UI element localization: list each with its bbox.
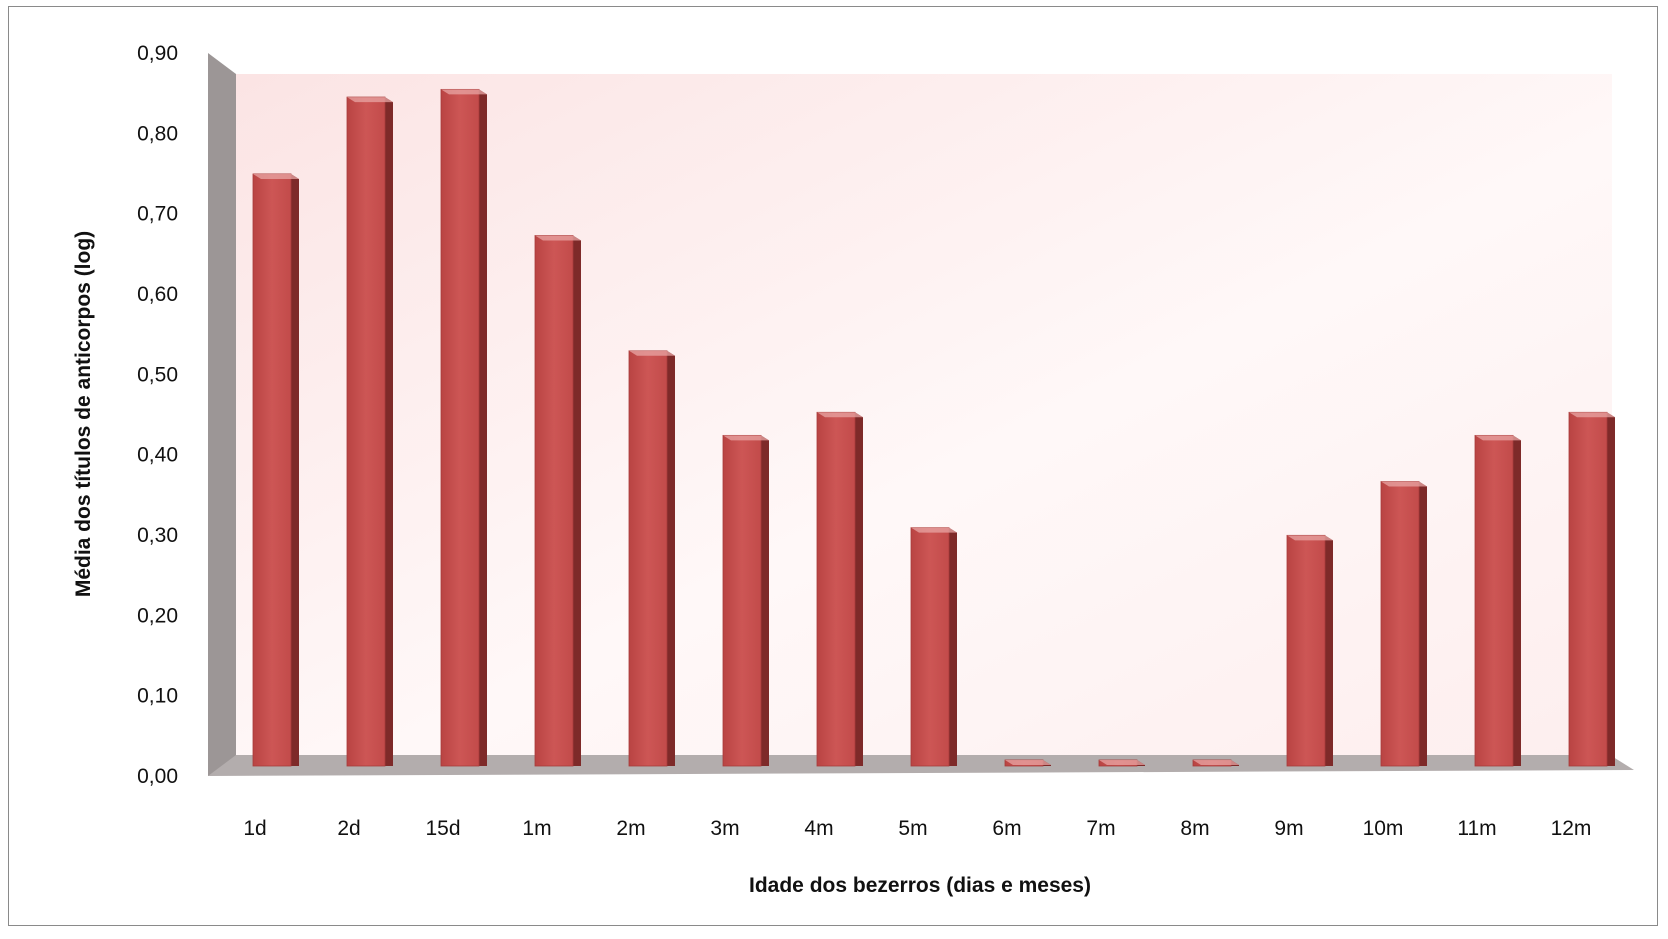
bar-front [910,527,950,767]
bar-10m [1380,481,1427,767]
bar-12m [1568,411,1615,767]
y-tick-label: 0,10 [137,685,178,708]
bar-front [1286,534,1326,767]
y-tick-label: 0,20 [137,604,178,627]
bar-top [911,527,957,533]
bar-5m [910,527,957,767]
x-tick-label: 1d [243,817,266,840]
bar-2d [346,96,393,767]
y-tick-label: 0,30 [137,524,178,547]
y-tick-label: 0,90 [137,42,178,65]
bar-top [629,350,675,356]
bar-front [1380,481,1420,767]
bar-side [1513,435,1521,766]
bar-top [347,97,393,103]
x-tick-label: 10m [1363,817,1404,840]
x-tick-label: 9m [1274,817,1303,840]
bar-side [1607,412,1615,766]
bar-2m [628,350,675,767]
bar-1d [252,173,299,767]
bar-side [1419,481,1427,766]
bar-1m [534,235,581,767]
y-axis: 0,00 0,10 0,20 0,30 0,40 0,50 0,60 0,70 0,80 0,90 [137,42,178,788]
y-tick-label: 0,00 [137,765,178,788]
x-tick-label: 7m [1086,817,1115,840]
x-axis-title: Idade dos bezerros (dias e meses) [749,874,1091,897]
bar-front [440,88,480,767]
bar-top [1193,760,1239,765]
x-tick-label: 2m [616,817,645,840]
bar-front [1474,434,1514,767]
y-axis-title: Média dos títulos de anticorpos (log) [72,231,95,597]
bar-side [385,97,393,767]
bar-side [573,235,581,766]
bar-front [722,434,762,767]
bar-side [1325,535,1333,766]
bar-side [667,350,675,766]
bar-11m [1474,434,1521,767]
bar-front [534,235,574,767]
x-tick-label: 1m [522,817,551,840]
left-side-wall [208,53,236,776]
bar-top [441,89,487,95]
x-tick-label: 11m [1457,817,1496,840]
bar-front [816,411,856,767]
bar-4m [816,411,863,767]
bar-side [949,527,957,766]
bar-top [1381,481,1427,487]
x-tick-label: 15d [425,817,460,840]
y-tick-label: 0,70 [137,203,178,226]
x-tick-label: 8m [1180,817,1209,840]
bar-front [628,350,668,767]
bar-side [479,89,487,766]
x-tick-label: 5m [898,817,927,840]
bar-side [291,173,299,766]
x-tick-label: 12m [1551,817,1592,840]
y-tick-label: 0,50 [137,363,178,386]
bar-top [253,173,299,179]
x-tick-label: 6m [992,817,1021,840]
bar-6m [1004,759,1051,767]
bar-front [346,96,386,767]
bar-side [855,412,863,766]
bar-top [723,435,769,441]
bar-front [252,173,292,767]
bar-front [1568,411,1608,767]
bar-9m [1286,534,1333,767]
bar-side [761,435,769,766]
x-axis: 1d 2d 15d 1m 2m 3m 4m 5m 6m 7m 8m 9m 10m 11m 12m [243,817,1591,840]
y-tick-label: 0,80 [137,122,178,145]
bar-top [1099,760,1145,765]
x-tick-label: 4m [804,817,833,840]
y-tick-label: 0,60 [137,283,178,306]
bar-top [1005,760,1051,765]
bar-15d [440,88,487,767]
bar-8m [1192,759,1239,767]
y-tick-label: 0,40 [137,444,178,467]
bar-top [1287,535,1333,541]
x-tick-label: 3m [710,817,739,840]
bar-top [1475,435,1521,441]
bar-7m [1098,759,1145,767]
bar-3m [722,434,769,767]
bar-top [1569,412,1615,418]
bars-group [252,88,1615,767]
bar-top [817,412,863,418]
bar-top [535,235,581,241]
x-tick-label: 2d [337,817,360,840]
